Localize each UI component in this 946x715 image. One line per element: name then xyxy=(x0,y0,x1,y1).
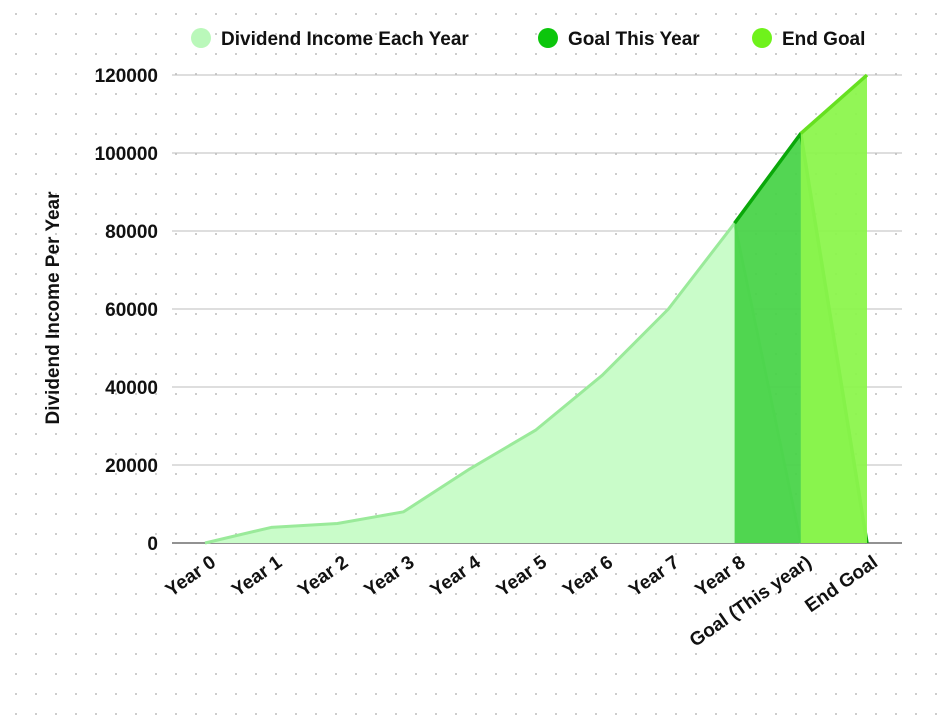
x-tick-label-year-6: Year 6 xyxy=(559,552,617,601)
y-tick-label-40000: 40000 xyxy=(105,378,158,399)
x-tick-label-year-1: Year 1 xyxy=(228,552,286,602)
legend-marker-dividend-income-each-year xyxy=(191,28,211,48)
legend-label-dividend-income-each-year: Dividend Income Each Year xyxy=(221,29,469,50)
series-area-dividend-income-each-year xyxy=(205,223,801,543)
x-axis-ticks: Year 0 Year 1 Year 2 Year 3 Year 4 Year 5 Year… xyxy=(162,552,882,652)
y-tick-label-20000: 20000 xyxy=(105,456,158,477)
legend-label-goal-this-year: Goal This Year xyxy=(568,29,700,50)
legend-marker-goal-this-year xyxy=(538,28,558,48)
x-tick-label-year-8: Year 8 xyxy=(692,552,750,601)
x-tick-label-year-5: Year 5 xyxy=(493,552,551,602)
x-tick-label-year-7: Year 7 xyxy=(625,552,683,601)
series-areas xyxy=(204,73,869,545)
y-axis-ticks: 0 20000 40000 60000 80000 100000 120000 xyxy=(95,66,158,555)
legend: Dividend Income Each Year Goal This Year E… xyxy=(191,28,865,50)
y-tick-label-0: 0 xyxy=(147,534,158,555)
series-line-dividend-income-each-year xyxy=(204,221,803,545)
y-tick-label-100000: 100000 xyxy=(95,144,158,165)
x-tick-label-year-0: Year 0 xyxy=(162,552,220,601)
y-axis-label: Dividend Income Per Year xyxy=(43,191,64,425)
legend-marker-end-goal xyxy=(752,28,772,48)
x-tick-label-year-4: Year 4 xyxy=(427,552,485,602)
legend-label-end-goal: End Goal xyxy=(782,29,865,50)
x-tick-label-end-goal: End Goal xyxy=(802,552,882,617)
x-tick-label-goal-this-year: Goal (This year) xyxy=(686,552,816,652)
series-area-end-goal xyxy=(800,75,867,543)
x-tick-label-year-2: Year 2 xyxy=(294,552,352,601)
y-tick-label-80000: 80000 xyxy=(105,222,158,243)
y-tick-label-60000: 60000 xyxy=(105,300,158,321)
series-line-end-goal xyxy=(799,73,869,135)
y-tick-label-120000: 120000 xyxy=(95,66,158,87)
x-tick-label-year-3: Year 3 xyxy=(361,552,419,601)
